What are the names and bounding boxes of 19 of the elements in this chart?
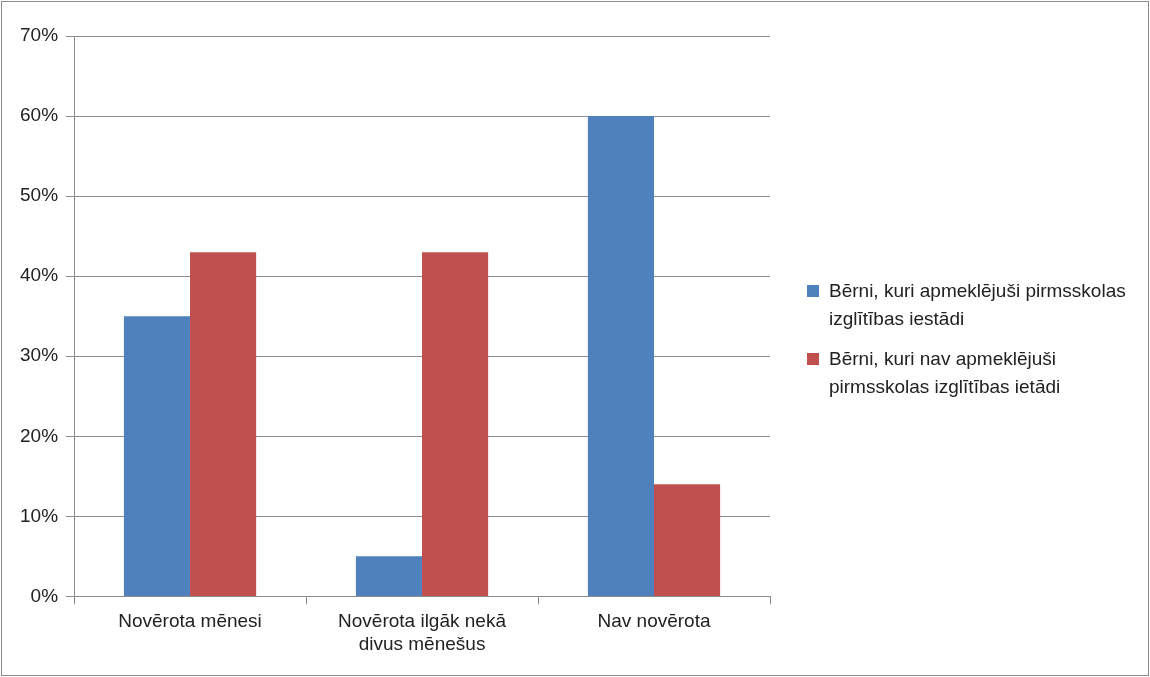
y-tick-label: 70% (20, 24, 59, 46)
y-tick-label: 50% (20, 184, 59, 206)
bar (654, 484, 721, 596)
legend-label: Bērni, kuri nav apmeklējuši pirmsskolas izglītības ietādi (829, 347, 1062, 399)
y-tick-label: 10% (20, 504, 59, 526)
bar (123, 316, 191, 596)
y-tick-label: 40% (20, 264, 59, 286)
y-tick-label: 30% (20, 344, 59, 366)
bar (355, 556, 423, 596)
bar (587, 116, 655, 596)
y-tick-label: 20% (20, 424, 59, 446)
y-tick-label: 60% (20, 104, 59, 126)
y-tick-label: 0% (30, 584, 59, 606)
legend-label: Bērni, kuri apmeklējuši pirmsskolas izglītības iestādi (829, 279, 1127, 331)
bar (422, 252, 489, 596)
bar (190, 252, 257, 596)
x-tick-label: Nav novērota (597, 610, 711, 632)
x-tick-label: Novērota ilgāk nekā divus mēnešus (338, 610, 507, 654)
x-tick-label: Novērota mēnesi (118, 610, 262, 632)
